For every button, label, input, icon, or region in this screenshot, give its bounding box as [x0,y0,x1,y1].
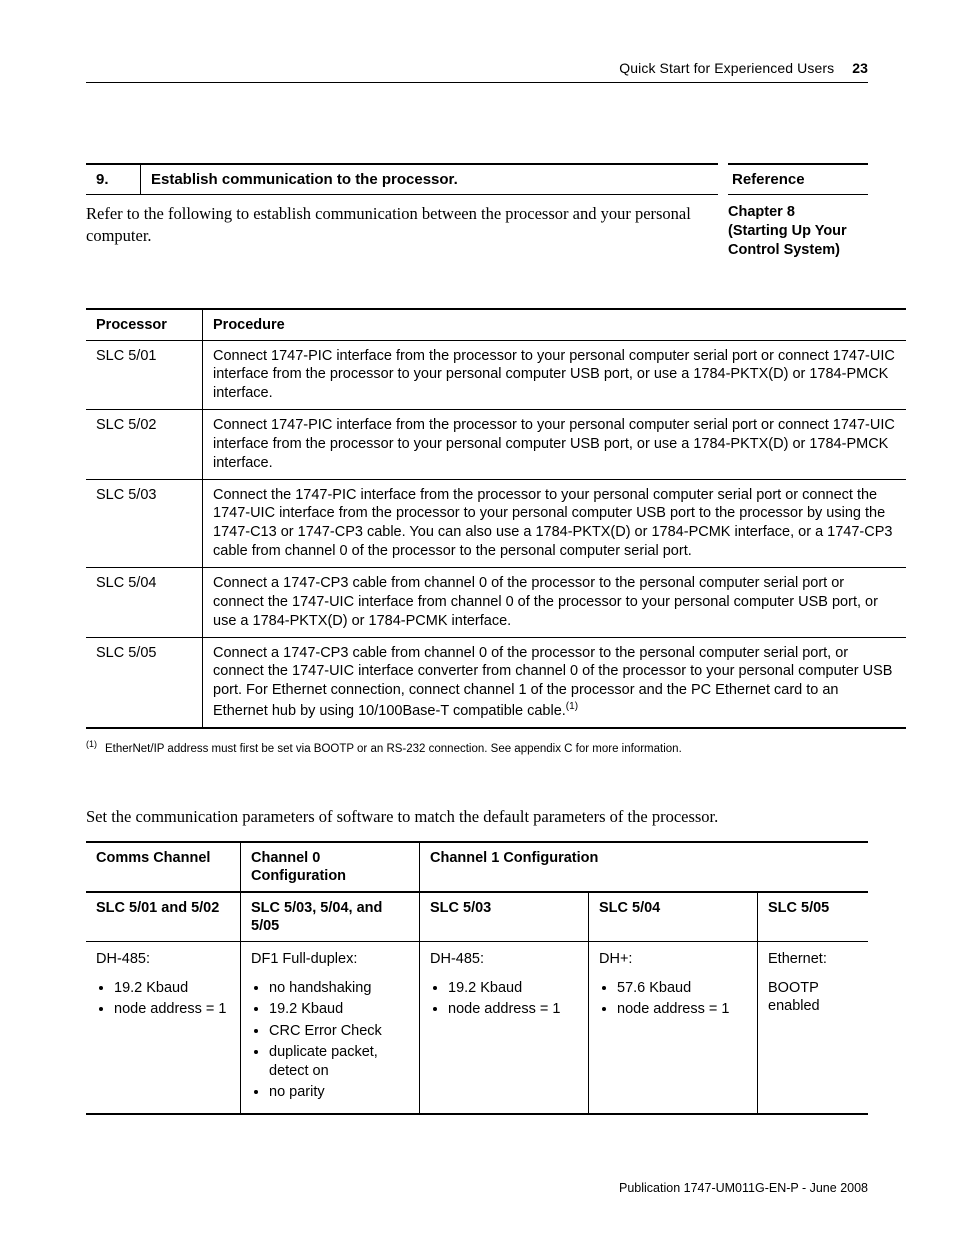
page-number: 23 [852,60,868,76]
comms-row: DH-485: 19.2 Kbaud node address = 1 DF1 … [86,942,868,1114]
cell-title: Ethernet: [768,951,827,967]
comms-cell-c: DH-485: 19.2 Kbaud node address = 1 [420,942,589,1114]
table-row: SLC 5/05 Connect a 1747-CP3 cable from c… [86,637,906,728]
step-title: Establish communication to the processor… [141,164,719,195]
cell-title: DH-485: [96,951,150,967]
reference-line-1: Chapter 8 [728,204,795,220]
comms-table: Comms ChannelChannel 0 ConfigurationChan… [86,841,868,1115]
proc-cell: SLC 5/02 [86,410,203,480]
table-row: SLC 5/01 Connect 1747-PIC interface from… [86,340,906,410]
step-header-table: 9. Establish communication to the proces… [86,163,718,195]
procedure-text: Connect a 1747-CP3 cable from channel 0 … [213,645,892,719]
running-title: Quick Start for Experienced Users [619,60,834,76]
cell-list: no handshaking 19.2 Kbaud CRC Error Chec… [251,979,409,1102]
comms-cell-e: Ethernet: BOOTP enabled [758,942,869,1114]
procedure-cell: Connect the 1747-PIC interface from the … [203,479,907,567]
procedure-cell: Connect a 1747-CP3 cable from channel 0 … [203,637,907,728]
footnote: (1) EtherNet/IP address must first be set… [86,739,868,755]
list-item: 57.6 Kbaud [617,979,747,998]
procedure-cell: Connect 1747-PIC interface from the proc… [203,340,907,410]
proc-cell: SLC 5/04 [86,567,203,637]
table-row: SLC 5/04 Connect a 1747-CP3 cable from c… [86,567,906,637]
running-header: Quick Start for Experienced Users 23 [86,60,868,76]
list-item: node address = 1 [448,1000,578,1019]
reference-body: Chapter 8 (Starting Up Your Control Syst… [728,203,868,260]
processor-procedure-table: Processor Procedure SLC 5/01 Connect 174… [86,308,906,729]
reference-header-table: Reference [728,163,868,195]
col-procedure: Procedure [203,309,907,341]
page: Quick Start for Experienced Users 23 9. … [0,0,954,1235]
cell-title: DH+: [599,951,632,967]
publication-footer: Publication 1747-UM011G-EN-P - June 2008 [619,1181,868,1195]
col-processor: Processor [86,309,203,341]
comms-cell-b: DF1 Full-duplex: no handshaking 19.2 Kba… [241,942,420,1114]
proc-cell: SLC 5/01 [86,340,203,410]
list-item: duplicate packet, detect on [269,1043,409,1080]
cell-list: 57.6 Kbaud node address = 1 [599,979,747,1019]
step-block: 9. Establish communication to the proces… [86,163,868,260]
cell-title: DH-485: [430,951,484,967]
proc-cell: SLC 5/05 [86,637,203,728]
step-body: Refer to the following to establish comm… [86,203,718,248]
reference-line-2: (Starting Up Your [728,223,847,239]
cell-text: BOOTP enabled [768,979,858,1016]
procedure-cell: Connect a 1747-CP3 cable from channel 0 … [203,567,907,637]
list-item: 19.2 Kbaud [448,979,578,998]
list-item: no handshaking [269,979,409,998]
procedure-sup: (1) [566,701,578,712]
list-item: 19.2 Kbaud [114,979,230,998]
step-number: 9. [86,164,141,195]
step-right: Reference Chapter 8 (Starting Up Your Co… [728,163,868,260]
footnote-number: (1) [86,739,97,749]
proc-cell: SLC 5/03 [86,479,203,567]
comms-cell-a: DH-485: 19.2 Kbaud node address = 1 [86,942,241,1114]
cell-list: 19.2 Kbaud node address = 1 [430,979,578,1019]
cell-list: 19.2 Kbaud node address = 1 [96,979,230,1019]
list-item: node address = 1 [617,1000,747,1019]
footnote-text: EtherNet/IP address must first be set vi… [105,743,682,755]
list-item: CRC Error Check [269,1022,409,1041]
list-item: node address = 1 [114,1000,230,1019]
table-row: SLC 5/02 Connect 1747-PIC interface from… [86,410,906,480]
procedure-cell: Connect 1747-PIC interface from the proc… [203,410,907,480]
comms-cell-d: DH+: 57.6 Kbaud node address = 1 [589,942,758,1114]
header-rule [86,82,868,83]
reference-line-3: Control System) [728,242,840,258]
list-item: 19.2 Kbaud [269,1000,409,1019]
reference-header: Reference [728,164,868,195]
list-item: no parity [269,1083,409,1102]
lead-paragraph: Set the communication parameters of soft… [86,807,868,827]
step-left: 9. Establish communication to the proces… [86,163,718,260]
cell-title: DF1 Full-duplex: [251,951,357,967]
table-row: SLC 5/03 Connect the 1747-PIC interface … [86,479,906,567]
